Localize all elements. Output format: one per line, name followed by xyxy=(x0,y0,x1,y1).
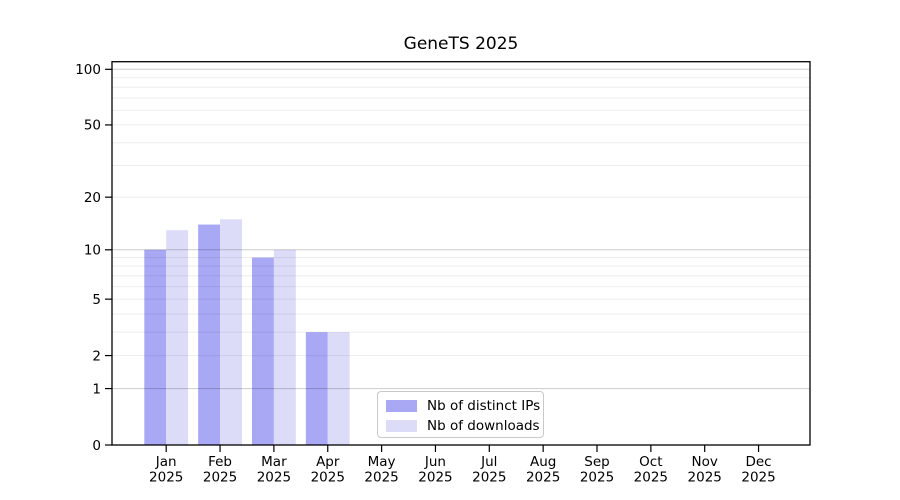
y-tick-label: 10 xyxy=(84,243,101,259)
legend-item-downloads: Nb of downloads xyxy=(386,416,540,436)
x-tick-label: Apr 2025 xyxy=(311,454,345,486)
x-tick-label: Jun 2025 xyxy=(418,454,452,486)
y-tick-label: 20 xyxy=(84,190,101,206)
legend-swatch-distinct-ips xyxy=(386,400,417,412)
bar-jan-downloads xyxy=(166,230,189,445)
bar-jan-ips xyxy=(144,249,167,445)
legend-swatch-downloads xyxy=(386,420,417,432)
chart-title: GeneTS 2025 xyxy=(403,34,519,54)
x-tick-label: Mar 2025 xyxy=(257,454,291,486)
bar-mar-downloads xyxy=(273,249,296,445)
bar-apr-ips xyxy=(305,332,328,445)
bar-feb-ips xyxy=(198,224,221,445)
x-tick-label: Sep 2025 xyxy=(580,454,614,486)
x-tick-label: Feb 2025 xyxy=(203,454,237,486)
bar-apr-downloads xyxy=(327,332,350,445)
x-tick-label: Jan 2025 xyxy=(149,454,183,486)
x-tick-label: Dec 2025 xyxy=(741,454,775,486)
legend-label-downloads: Nb of downloads xyxy=(427,418,540,434)
bar-mar-ips xyxy=(252,257,274,445)
x-tick-label: Aug 2025 xyxy=(526,454,560,486)
bar-feb-downloads xyxy=(220,219,242,445)
legend: Nb of distinct IPs Nb of downloads xyxy=(377,391,544,438)
y-tick-label: 100 xyxy=(75,62,101,78)
y-tick-label: 1 xyxy=(92,381,101,397)
x-tick-label: Oct 2025 xyxy=(634,454,668,486)
y-tick-label: 2 xyxy=(92,348,101,364)
y-tick-label: 50 xyxy=(84,118,101,134)
y-tick-label: 0 xyxy=(92,438,101,454)
legend-item-distinct-ips: Nb of distinct IPs xyxy=(386,396,540,416)
plot-border xyxy=(111,61,811,446)
x-tick-label: Nov 2025 xyxy=(688,454,722,486)
y-tick-label: 5 xyxy=(92,292,101,308)
x-tick-label: May 2025 xyxy=(364,454,398,486)
x-tick-label: Jul 2025 xyxy=(472,454,506,486)
legend-label-distinct-ips: Nb of distinct IPs xyxy=(427,398,541,414)
